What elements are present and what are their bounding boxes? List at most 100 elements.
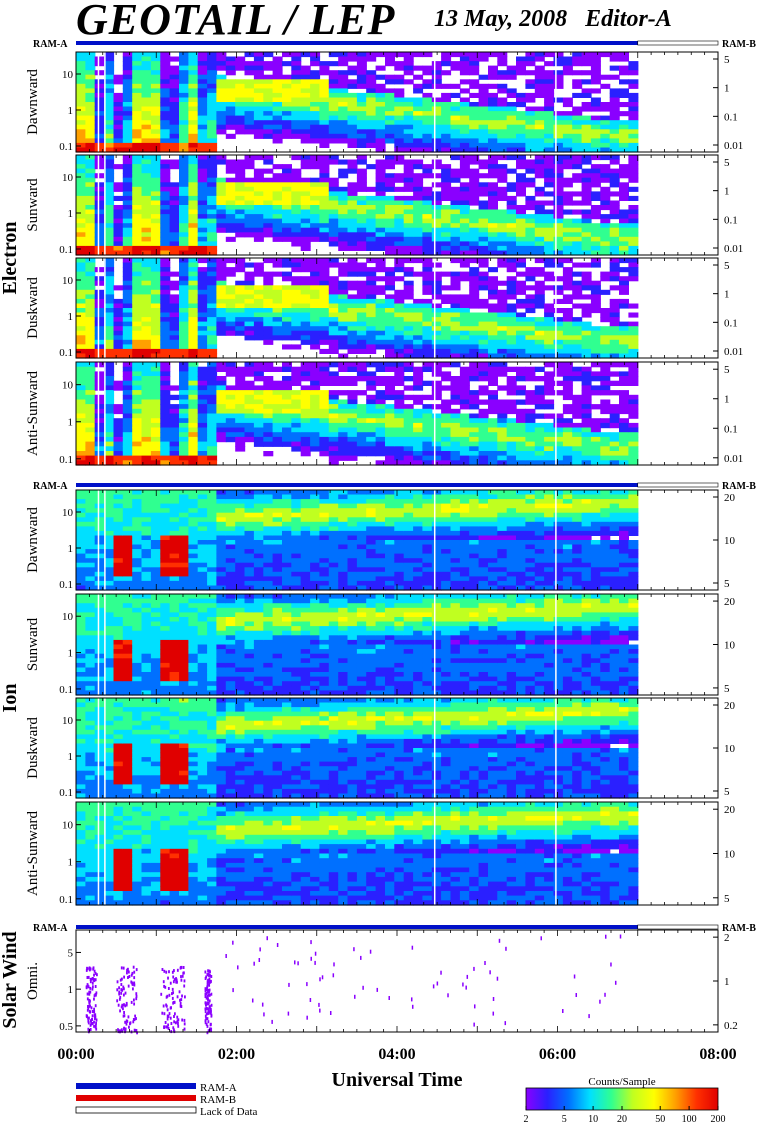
spectrogram-cell <box>366 432 377 438</box>
spectrogram-cell <box>525 335 536 341</box>
spectrogram-cell <box>441 120 452 126</box>
spectrogram-cell <box>628 186 639 192</box>
spectrogram-cell <box>160 399 171 405</box>
spectrogram-cell <box>122 339 133 345</box>
spectrogram-cell <box>319 326 330 332</box>
spectrogram-cell <box>553 97 564 103</box>
spectrogram-cell <box>216 159 227 165</box>
spectrogram-cell <box>169 348 180 354</box>
spectrogram-cell <box>141 362 152 368</box>
spectrogram-cell <box>356 56 367 62</box>
spectrogram-cell <box>310 52 321 58</box>
spectrogram-cell <box>94 138 105 144</box>
spectrogram-cell <box>506 335 517 341</box>
spectrogram-cell <box>272 209 283 215</box>
spectrogram-cell <box>394 106 405 112</box>
spectrogram-cell <box>207 52 218 58</box>
electron-sunward-spectrogram <box>76 155 639 256</box>
spectrogram-cell <box>459 88 470 94</box>
spectrogram-cell <box>441 353 452 359</box>
spectrogram-cell <box>394 294 405 300</box>
spectrogram-cell <box>534 455 545 461</box>
spectrogram-cell <box>141 308 152 314</box>
spectrogram-cell <box>385 408 395 415</box>
spectrogram-cell <box>394 186 405 192</box>
spectrogram-cell <box>422 168 433 174</box>
spectrogram-cell <box>216 312 227 318</box>
spectrogram-cell <box>581 312 592 318</box>
spectrogram-cell <box>76 52 86 58</box>
spectrogram-cell <box>300 339 311 345</box>
spectrogram-cell <box>235 200 246 206</box>
spectrogram-cell <box>619 394 629 401</box>
spectrogram-cell <box>85 83 96 89</box>
spectrogram-cell <box>544 200 555 206</box>
spectrogram-cell <box>197 289 208 295</box>
spectrogram-cell <box>141 209 152 215</box>
spectrogram-cell <box>235 124 246 130</box>
spectrogram-cell <box>179 159 189 165</box>
spectrogram-cell <box>338 92 349 98</box>
spectrogram-cell <box>572 250 583 256</box>
spectrogram-cell <box>253 106 264 112</box>
spectrogram-cell <box>225 223 236 229</box>
spectrogram-cell <box>581 147 592 153</box>
spectrogram-cell <box>197 422 208 429</box>
spectrogram-cell <box>188 164 199 170</box>
spectrogram-cell <box>516 223 526 229</box>
spectrogram-cell <box>478 133 489 139</box>
spectrogram-cell <box>113 232 124 238</box>
spectrogram-cell <box>338 418 349 424</box>
spectrogram-cell <box>338 330 349 336</box>
spectrogram-cell <box>375 147 386 153</box>
spectrogram-cell <box>104 70 115 76</box>
spectrogram-cell <box>385 413 395 419</box>
y-tick-label-right: 0.1 <box>724 214 738 226</box>
spectrogram-cell <box>628 262 639 268</box>
spectrogram-cell <box>338 195 349 201</box>
spectrogram-cell <box>291 285 302 291</box>
spectrogram-cell <box>469 52 480 58</box>
spectrogram-cell <box>590 164 601 170</box>
spectrogram-cell <box>122 61 133 67</box>
spectrogram-cell <box>328 205 339 211</box>
spectrogram-cell <box>85 262 96 268</box>
spectrogram-cell <box>197 294 208 300</box>
spectrogram-cell <box>113 102 124 108</box>
electron-anti-sunward-label: Anti-Sunward <box>25 371 41 456</box>
spectrogram-cell <box>207 436 218 443</box>
spectrogram-cell <box>375 142 386 148</box>
spectrogram-cell <box>525 267 536 273</box>
spectrogram-cell <box>188 317 199 323</box>
spectrogram-cell <box>300 155 311 161</box>
spectrogram-cell <box>581 227 592 233</box>
spectrogram-cell <box>207 79 218 85</box>
spectrogram-cell <box>609 326 620 332</box>
spectrogram-cell <box>282 385 292 391</box>
spectrogram-cell <box>628 441 639 447</box>
spectrogram-cell <box>450 102 461 108</box>
spectrogram-cell <box>497 88 508 94</box>
spectrogram-cell <box>319 436 330 443</box>
spectrogram-cell <box>160 195 171 201</box>
spectrogram-cell <box>300 413 311 419</box>
spectrogram-cell <box>450 195 461 201</box>
spectrogram-cell <box>375 289 386 295</box>
spectrogram-cell <box>459 223 470 229</box>
spectrogram-cell <box>459 308 470 314</box>
spectrogram-cell <box>310 111 321 117</box>
spectrogram-cell <box>441 147 452 153</box>
spectrogram-cell <box>104 390 115 396</box>
spectrogram-cell <box>319 83 330 89</box>
spectrogram-cell <box>609 120 620 126</box>
spectrogram-cell <box>347 418 358 424</box>
spectrogram-cell <box>225 394 236 401</box>
spectrogram-cell <box>85 52 96 58</box>
spectrogram-cell <box>76 191 86 197</box>
spectrogram-cell <box>197 200 208 206</box>
spectrogram-cell <box>132 120 143 126</box>
spectrogram-cell <box>525 376 536 382</box>
spectrogram-cell <box>581 408 592 415</box>
spectrogram-cell <box>497 209 508 215</box>
spectrogram-cell <box>562 427 573 433</box>
